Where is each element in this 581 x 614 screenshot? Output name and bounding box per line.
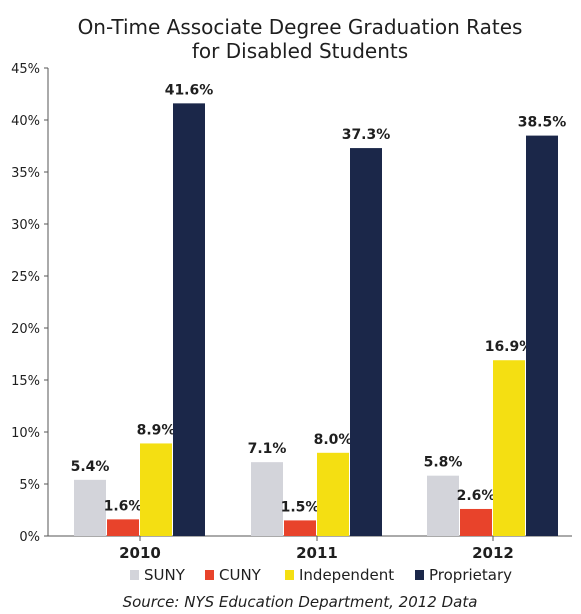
y-tick-label: 20% [11,322,40,337]
plot-area: 0% 5% 10% 15% 20% 25% 30% 35% 40% 45% 2010 5.4% 1.6%… [11,62,572,562]
bar-proprietary-2011 [350,148,382,536]
y-tick-label: 5% [19,478,40,493]
bar-cuny-2010 [107,519,139,536]
legend-label-cuny: CUNY [219,566,262,584]
data-label: 8.0% [314,432,353,448]
data-label: 2.6% [457,488,496,504]
bar-cuny-2011 [284,520,316,536]
legend-swatch-proprietary [415,570,424,580]
bar-suny-2010 [74,479,106,536]
source-note: Source: NYS Education Department, 2012 D… [123,593,478,611]
bar-suny-2012 [427,475,459,536]
bar-independent-2012 [493,360,525,536]
y-tick-label: 15% [11,374,40,389]
bar-cuny-2012 [460,508,492,536]
chart-title-line-2: for Disabled Students [192,39,408,63]
data-label: 5.4% [71,459,110,475]
data-label: 41.6% [165,82,214,98]
data-label: 7.1% [248,441,287,457]
legend: SUNY CUNY Independent Proprietary [130,566,512,584]
bar-proprietary-2012 [526,135,558,536]
legend-swatch-suny [130,570,139,580]
legend-swatch-cuny [205,570,214,580]
x-tick-label: 2010 [119,544,161,562]
legend-label-suny: SUNY [144,566,186,584]
data-label: 38.5% [518,115,567,131]
y-tick-label: 45% [11,62,40,77]
y-tick-label: 30% [11,218,40,233]
bar-suny-2011 [251,462,283,536]
y-tick-label: 0% [19,530,40,545]
bar-independent-2010 [140,443,172,536]
data-label: 5.8% [424,455,463,471]
x-tick-label: 2012 [472,544,514,562]
y-tick-label: 10% [11,426,40,441]
data-label: 1.6% [104,498,143,514]
data-label: 8.9% [137,422,176,438]
legend-swatch-independent [285,570,294,580]
y-tick-label: 25% [11,270,40,285]
legend-label-independent: Independent [299,566,394,584]
y-tick-label: 35% [11,166,40,181]
bar-independent-2011 [317,452,349,536]
data-label: 37.3% [342,127,391,143]
y-tick-label: 40% [11,114,40,129]
chart-title-line-1: On-Time Associate Degree Graduation Rate… [78,15,523,39]
data-label: 16.9% [485,339,534,355]
x-tick-label: 2011 [296,544,338,562]
bar-proprietary-2010 [173,103,205,537]
data-label: 1.5% [281,499,320,515]
legend-label-proprietary: Proprietary [429,566,512,584]
